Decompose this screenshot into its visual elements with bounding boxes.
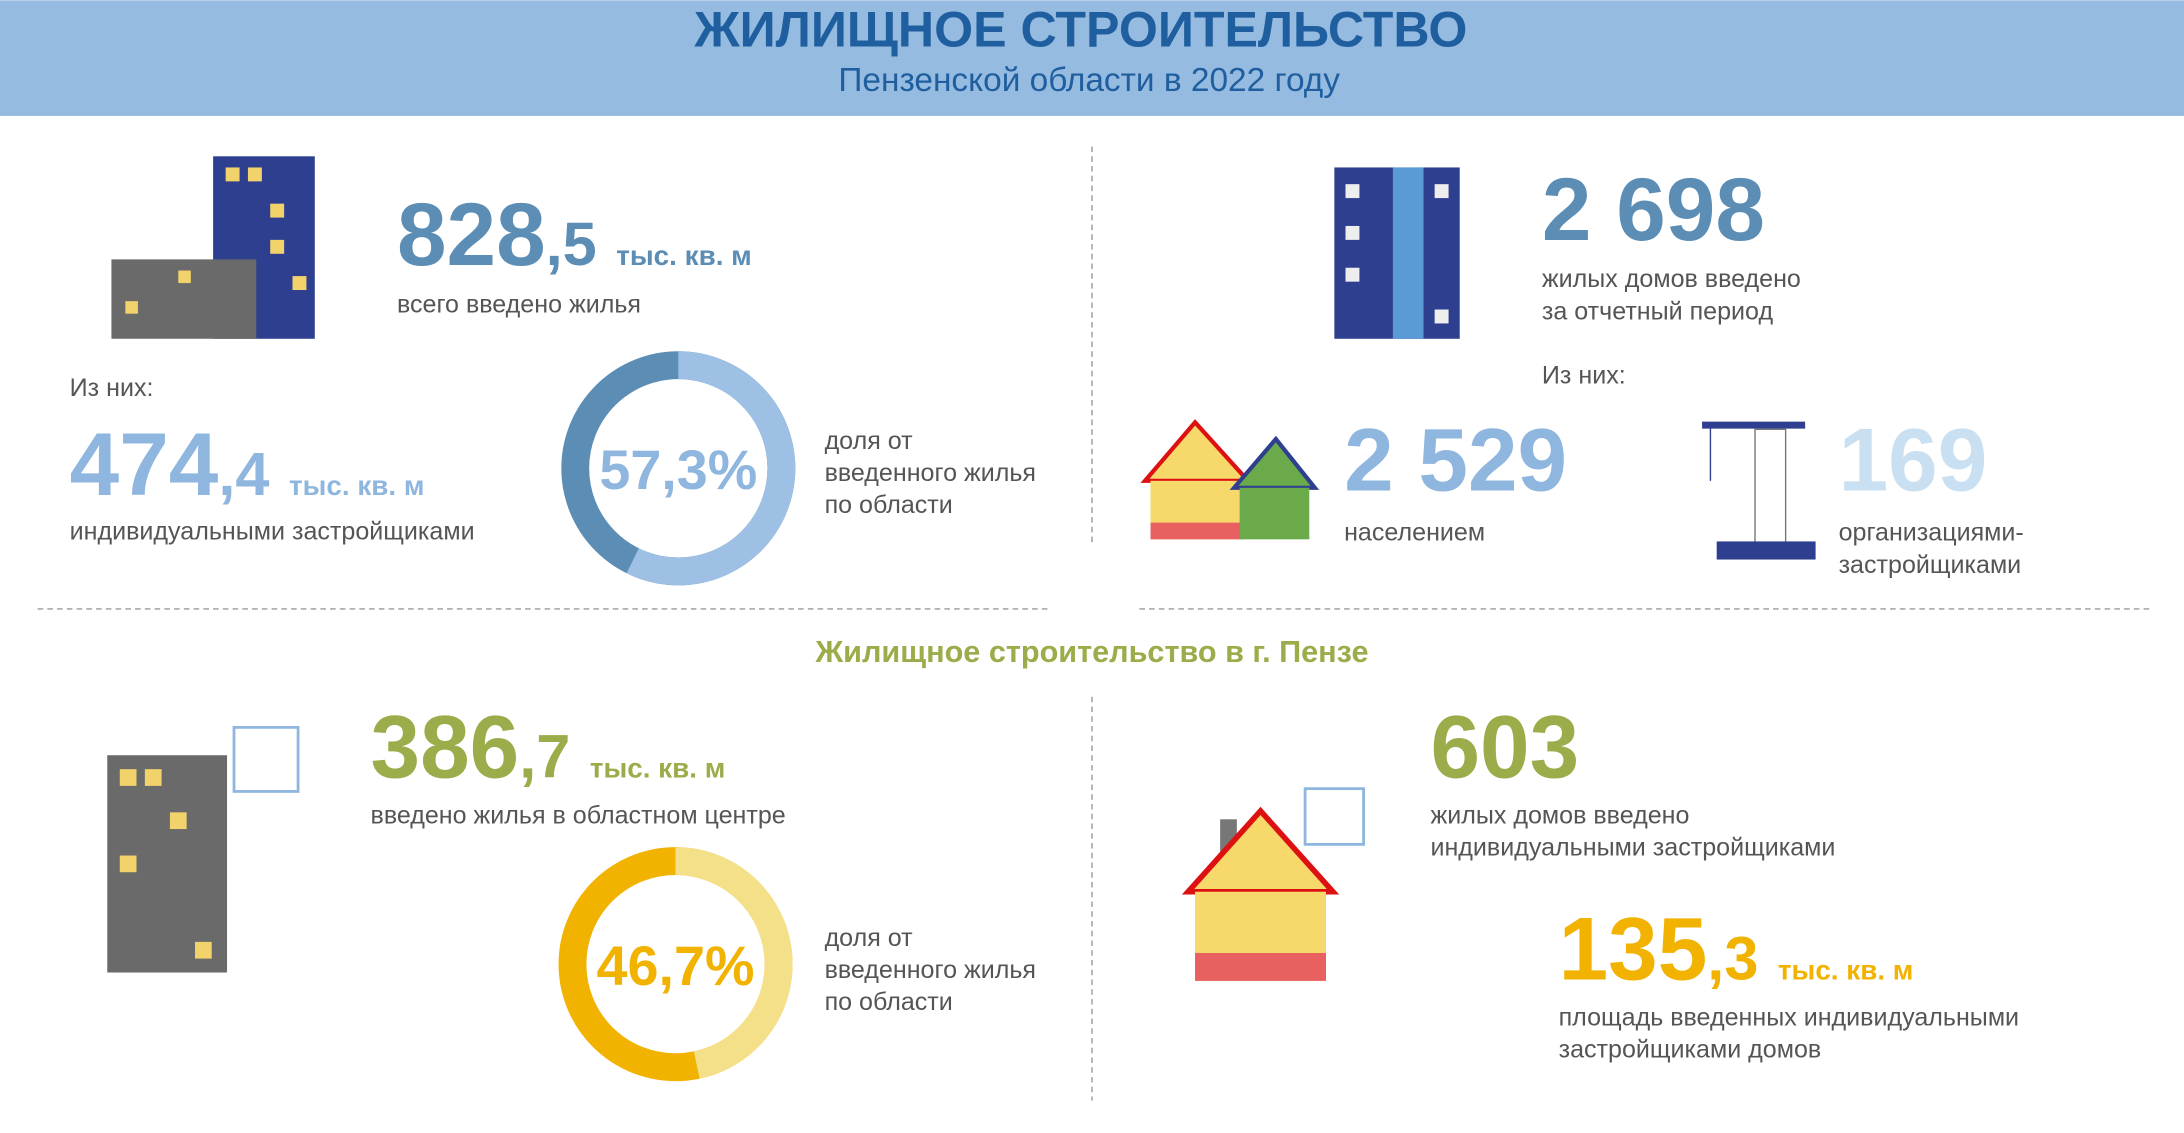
big-number: 603 [1430,697,1579,797]
donut-share [626,351,796,586]
number-int: 386 [370,697,519,797]
title: ЖИЛИЩНОЕ СТРОИТЕЛЬСТВО [693,1,1467,57]
caption: индивидуальными застройщиками [70,517,475,545]
header-band [0,0,2184,116]
number-frac: ,4 [218,440,269,508]
section-title: Жилищное строительство в г. Пензе [814,635,1368,669]
caption: организациями- [1839,519,2024,547]
caption: населением [1344,519,1485,547]
caption: индивидуальными застройщиками [1430,834,1835,862]
caption: застройщиками домов [1559,1035,1822,1063]
caption: жилых домов введено [1430,801,1689,829]
caption: введенного жилья [825,459,1036,487]
label: Из них: [1542,361,1626,389]
number-unit: тыс. кв. м [289,470,425,501]
number-int: 474 [70,414,219,514]
donut-label: 46,7% [597,935,755,997]
big-number: 828,5 тыс. кв. м [397,184,752,284]
icon-buildings [111,156,315,339]
number-unit: тыс. кв. м [1778,954,1913,985]
caption: доля от [825,924,914,952]
number-unit: тыс. кв. м [590,753,726,784]
number-int: 828 [397,184,546,284]
dividers [37,146,2150,1101]
caption: за отчетный период [1542,297,1774,325]
caption: введено жилья в областном центре [370,801,785,829]
caption: введенного жилья [825,956,1036,984]
big-number: 135,3 тыс. кв. м [1559,898,1914,998]
icon-city-house [1181,787,1365,981]
subtitle: Пензенской области в 2022 году [838,62,1340,99]
big-number: 169 [1839,410,1988,510]
caption: по области [825,491,953,519]
caption: всего введено жилья [397,290,641,318]
number-frac: ,7 [519,723,570,791]
label: Из них: [70,374,154,402]
caption: жилых домов введено [1542,265,1801,293]
number-frac: ,3 [1707,924,1758,992]
big-number: 474,4 тыс. кв. м [70,414,425,514]
caption: площадь введенных индивидуальными [1559,1003,2019,1031]
icon-crane [1702,421,1816,560]
donut-label: 57,3% [599,439,757,501]
icon-city-building [107,725,300,973]
number-frac: ,5 [546,210,597,278]
caption: застройщиками [1839,551,2022,579]
donut-share [675,847,793,1079]
caption: по области [825,988,953,1016]
icon-apartment [1334,167,1460,339]
big-number: 386,7 тыс. кв. м [370,697,725,797]
icon-houses [1140,419,1320,540]
big-number: 2 698 [1542,159,1765,259]
big-number: 2 529 [1344,410,1567,510]
caption: доля от [825,427,914,455]
number-int: 135 [1559,898,1708,998]
number-unit: тыс. кв. м [616,240,752,271]
